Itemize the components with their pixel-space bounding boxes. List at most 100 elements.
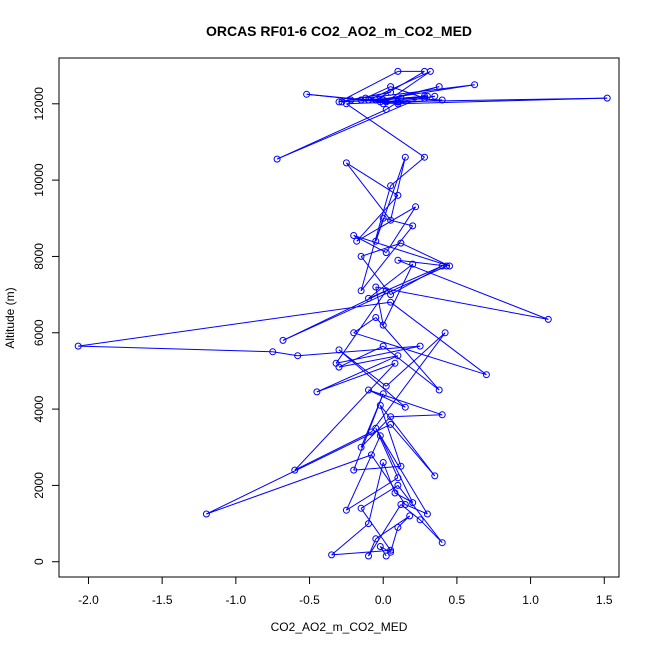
data-point: [471, 81, 479, 89]
series-segment: [356, 195, 399, 242]
data-point: [342, 159, 350, 167]
series-segment: [380, 546, 391, 553]
series-segment: [331, 549, 391, 556]
series-segment: [316, 362, 396, 393]
data-point: [394, 481, 402, 489]
series-segment: [368, 389, 443, 416]
data-point: [372, 424, 380, 432]
data-point: [401, 403, 409, 411]
data-point: [387, 546, 395, 554]
series-segment: [397, 485, 443, 544]
data-point: [394, 67, 402, 75]
data-point: [421, 92, 428, 100]
data-point: [376, 432, 384, 440]
data-point: [387, 291, 395, 299]
series-points: [74, 67, 611, 560]
data-point: [431, 92, 439, 100]
data-point: [603, 94, 611, 102]
data-point: [387, 413, 395, 421]
series-segment: [338, 355, 398, 368]
series-segment: [368, 263, 414, 299]
data-point: [382, 249, 390, 257]
data-point: [365, 96, 372, 104]
series-segment: [206, 423, 391, 515]
chart-title: ORCAS RF01-6 CO2_AO2_m_CO2_MED: [206, 23, 472, 39]
data-point: [335, 346, 343, 354]
data-point: [435, 386, 443, 394]
data-point: [372, 96, 380, 104]
series-segment: [383, 99, 443, 105]
series-segment: [297, 345, 421, 357]
data-point: [394, 523, 402, 531]
data-point: [74, 342, 82, 350]
series-segment: [379, 404, 436, 477]
series-segment: [400, 242, 450, 267]
data-point: [421, 94, 428, 102]
data-point: [397, 94, 405, 102]
data-point: [416, 342, 424, 350]
series-segment: [370, 332, 446, 433]
data-point: [372, 237, 380, 245]
series-segment: [379, 435, 414, 503]
data-point: [379, 214, 387, 222]
series-segment: [338, 70, 399, 103]
data-point: [379, 390, 387, 398]
data-point: [372, 535, 380, 543]
data-point: [423, 510, 431, 518]
data-point: [313, 388, 321, 396]
series-segment: [78, 345, 273, 353]
series-segment: [331, 523, 369, 556]
data-point: [446, 262, 453, 270]
series-segment: [385, 332, 446, 387]
data-point: [394, 352, 402, 360]
data-point: [409, 260, 417, 268]
data-point: [379, 100, 387, 108]
data-point: [438, 96, 446, 104]
data-point: [406, 512, 414, 520]
data-point: [372, 283, 380, 291]
data-point: [357, 252, 365, 260]
series-segment: [382, 263, 414, 326]
data-point: [435, 83, 443, 91]
series-segment: [276, 95, 425, 160]
data-point: [342, 506, 350, 514]
data-point: [397, 501, 405, 508]
series-segment: [353, 465, 401, 471]
x-tick-label: 1.5: [596, 593, 613, 607]
data-point: [387, 216, 395, 224]
data-point: [412, 203, 420, 211]
data-point: [387, 182, 395, 190]
series-segment: [365, 86, 391, 99]
data-point: [273, 155, 281, 163]
data-point: [438, 262, 446, 270]
data-point: [382, 382, 390, 390]
data-point: [335, 98, 343, 106]
data-point: [443, 262, 451, 270]
x-tick-label: -1.0: [225, 593, 246, 607]
data-point: [294, 352, 302, 360]
data-point: [387, 548, 395, 556]
data-point: [394, 100, 402, 108]
series-segment: [368, 462, 384, 524]
series-segment: [375, 427, 428, 515]
y-tick-label: 10000: [32, 163, 46, 197]
y-tick-label: 2000: [32, 472, 46, 499]
data-point: [367, 428, 375, 436]
series-segment: [375, 427, 399, 479]
data-point: [391, 359, 399, 367]
series-segment: [353, 332, 487, 376]
data-point: [394, 256, 402, 264]
data-point: [409, 499, 417, 507]
data-point: [431, 472, 439, 480]
data-point: [376, 401, 384, 409]
y-axis-label: Altitude (m): [3, 287, 17, 348]
series-segment: [365, 84, 475, 99]
data-point: [416, 516, 424, 524]
x-tick-label: -1.5: [152, 593, 173, 607]
series-segment: [419, 519, 443, 544]
series-segment: [350, 97, 401, 101]
series-lines: [78, 70, 608, 557]
series-segment: [375, 286, 384, 326]
